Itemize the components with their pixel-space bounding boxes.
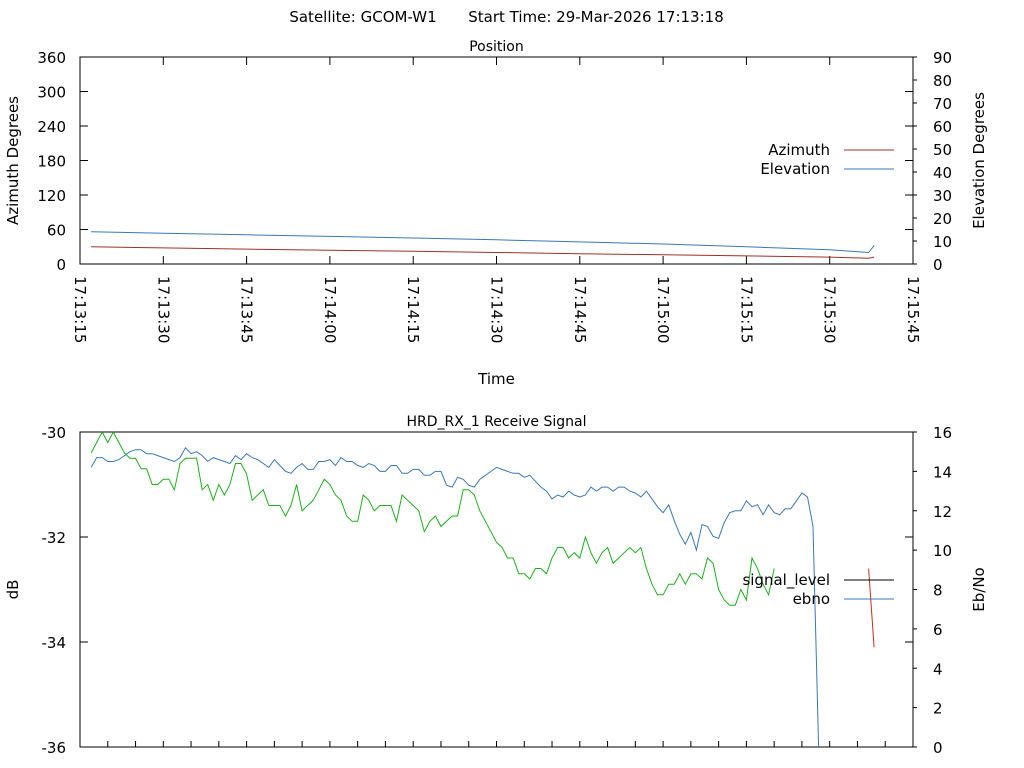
x-tick-label: 17:14:15 <box>404 276 422 343</box>
y-right-tick-label: 8 <box>933 582 943 600</box>
x-tick-label: 17:13:45 <box>238 276 256 343</box>
y-right-tick-label: 30 <box>933 187 952 205</box>
chart-1: HRD_RX_1 Receive Signal -30 -32 -34 -36 0 2 4 6 8… <box>4 414 988 757</box>
x-tick-label: 17:15:45 <box>904 276 922 343</box>
x-tick-label: 17:15:30 <box>821 276 839 343</box>
y-left-axis-label: dB <box>4 580 22 600</box>
legend-label: Elevation <box>760 160 830 178</box>
series-line-Azimuth <box>91 246 875 259</box>
y-left-tick-label: -30 <box>42 424 67 442</box>
y-right-tick-label: 90 <box>933 49 952 67</box>
y-right-axis-label: Elevation Degrees <box>970 92 988 229</box>
y-right-tick-label: 50 <box>933 141 952 159</box>
y-left-tick-label: 360 <box>37 49 66 67</box>
y-right-axis-label: Eb/No <box>970 567 988 611</box>
y-right-tick-label: 4 <box>933 660 943 678</box>
start-time-label: Start Time: 29-Mar-2026 17:13:18 <box>468 8 724 26</box>
y-left-tick-label: -36 <box>42 739 67 757</box>
y-right-tick-label: 60 <box>933 118 952 136</box>
series-line-signal_level <box>868 568 875 648</box>
chart-title: HRD_RX_1 Receive Signal <box>407 414 587 430</box>
x-tick-label: 17:15:15 <box>737 276 755 343</box>
y-right-tick-label: 16 <box>933 424 952 442</box>
legend-label: signal_level <box>742 571 830 590</box>
y-right-tick-label: 12 <box>933 503 952 521</box>
y-left-tick-label: 180 <box>37 153 66 171</box>
y-left-tick-label: 240 <box>37 118 66 136</box>
x-tick-label: 17:14:30 <box>488 276 506 343</box>
x-tick-label: 17:13:30 <box>154 276 172 343</box>
series-line-Elevation <box>91 231 875 254</box>
y-left-tick-label: 120 <box>37 187 66 205</box>
series-line-ebno <box>90 446 820 748</box>
y-right-tick-label: 20 <box>933 210 952 228</box>
y-left-tick-label: 0 <box>56 256 66 274</box>
y-left-tick-label: -32 <box>42 529 67 547</box>
y-right-tick-label: 14 <box>933 463 952 481</box>
plot-frame <box>79 431 914 748</box>
legend-label: Azimuth <box>768 141 830 159</box>
x-tick-label: 17:13:15 <box>71 276 89 343</box>
y-left-tick-label: 300 <box>37 84 66 102</box>
y-left-tick-label: 60 <box>47 222 66 240</box>
y-right-tick-label: 70 <box>933 95 952 113</box>
satellite-label: Satellite: GCOM-W1 <box>289 8 436 26</box>
y-right-tick-label: 10 <box>933 233 952 251</box>
y-right-tick-label: 6 <box>933 621 943 639</box>
chart-title: Position <box>469 39 524 55</box>
x-tick-label: 17:15:00 <box>654 276 672 343</box>
y-right-tick-label: 0 <box>933 256 943 274</box>
x-axis-label: Time <box>477 370 515 388</box>
chart-0: Position 0 60 120 180 240 300 360 0 10 20 30 40 50 60 7… <box>4 39 988 388</box>
y-right-tick-label: 2 <box>933 700 943 718</box>
y-right-tick-label: 80 <box>933 72 952 90</box>
y-right-tick-label: 40 <box>933 164 952 182</box>
y-right-tick-label: 0 <box>933 739 943 757</box>
y-left-tick-label: -34 <box>42 634 67 652</box>
y-left-axis-label: Azimuth Degrees <box>4 96 22 225</box>
x-tick-label: 17:14:00 <box>321 276 339 343</box>
x-tick-label: 17:14:45 <box>571 276 589 343</box>
y-right-tick-label: 10 <box>933 542 952 560</box>
series-line-signal_level_green <box>90 430 775 606</box>
legend-label: ebno <box>793 590 830 608</box>
